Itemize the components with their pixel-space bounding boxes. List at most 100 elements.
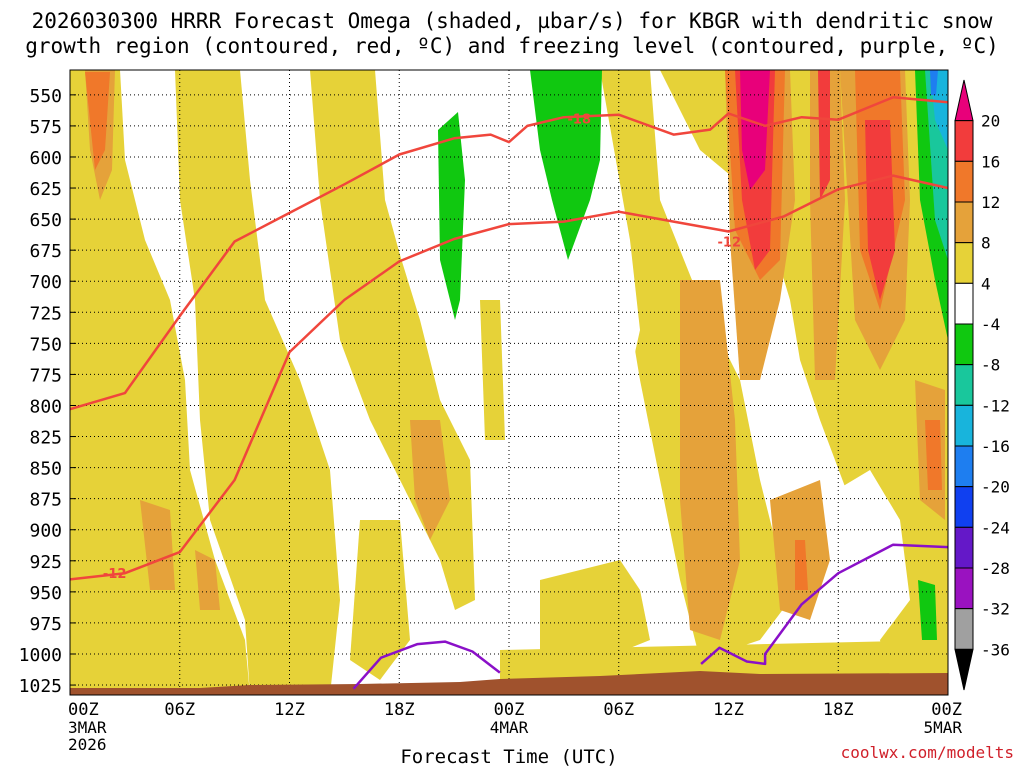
y-tick-label: 925 <box>29 552 62 573</box>
contour-label: -12 <box>103 567 127 582</box>
colorbar-swatch <box>954 160 974 203</box>
omega-yellow-west2 <box>175 70 340 695</box>
y-tick-label: 600 <box>29 148 62 169</box>
omega-shading <box>70 70 948 695</box>
contour-2 <box>352 640 501 690</box>
colorbar-swatch <box>954 79 974 122</box>
omega-orange-7 <box>810 70 845 380</box>
plot-frame <box>69 69 949 696</box>
y-tick-label: 775 <box>29 365 62 386</box>
contour-label: -18 <box>568 112 592 127</box>
y-tick-label: 825 <box>29 428 62 449</box>
x-axis-title: Forecast Time (UTC) <box>400 746 617 768</box>
chart-title-line2: growth region (contoured, red, ºC) and f… <box>25 34 999 58</box>
y-tick-label: 625 <box>29 179 62 200</box>
y-tick-label: 725 <box>29 303 62 324</box>
colorbar-swatch <box>954 486 974 528</box>
omega-yellow-mid2 <box>350 520 410 680</box>
colorbar-swatch <box>954 282 974 325</box>
colorbar-label: -36 <box>981 640 1010 659</box>
omega-red-5 <box>925 420 942 490</box>
colorbar-swatch <box>954 323 974 366</box>
x-tick-label: 12Z <box>713 700 744 720</box>
x-date-label: 5MAR <box>923 718 962 737</box>
omega-white-gap1 <box>500 70 640 560</box>
colorbar-label: -16 <box>981 437 1010 456</box>
gridlines <box>70 70 948 695</box>
contour-label: -12 <box>718 235 742 250</box>
omega-orange-5 <box>680 280 740 640</box>
colorbar-label: -20 <box>981 478 1010 497</box>
omega-red-1 <box>85 72 110 170</box>
colorbar-swatch <box>954 364 974 406</box>
x-tick-label: 06Z <box>603 700 634 720</box>
y-tick-label: 575 <box>29 117 62 138</box>
omega-orange-2 <box>140 500 175 590</box>
x-tick-label: 00Z <box>494 700 525 720</box>
x-tick-label: 06Z <box>164 700 195 720</box>
axes: 550 575 600 625 650 675 700 725 750 775 800 825 850 8… <box>19 86 963 768</box>
colorbar-label: -4 <box>981 315 1000 334</box>
omega-white-gap2 <box>820 470 910 640</box>
credit-text: coolwx.com/modelts <box>840 743 1014 762</box>
contour-3 <box>700 543 948 666</box>
x-date-label: 4MAR <box>490 718 529 737</box>
colorbar-swatch <box>954 404 974 447</box>
y-tick-label: 700 <box>29 272 62 293</box>
y-tick-label: 975 <box>29 614 62 635</box>
colorbar-label: 4 <box>981 274 991 293</box>
y-tick-label: 675 <box>29 241 62 262</box>
y-tick-label: 1025 <box>19 676 62 697</box>
omega-blue-1 <box>930 70 938 95</box>
x-date-label: 2026 <box>68 735 107 754</box>
y-tick-label: 650 <box>29 210 62 231</box>
colorbar-label: -32 <box>981 600 1010 619</box>
x-tick-label: 18Z <box>384 700 415 720</box>
y-tick-label: 750 <box>29 334 62 355</box>
colorbar: 20 16 12 8 4 -4 -8 -12 -16 -20 -24 -28 -32 -36 <box>954 79 1010 691</box>
x-tick-label: 00Z <box>68 700 99 720</box>
x-date-label: 3MAR <box>68 718 107 737</box>
colorbar-label: 16 <box>981 152 1000 171</box>
contour-lines: -12 -12 -18 <box>70 96 948 690</box>
y-tick-label: 1000 <box>19 645 62 666</box>
colorbar-swatch <box>954 567 974 610</box>
omega-green-1 <box>438 112 465 320</box>
chart-title-line1: 2026030300 HRRR Forecast Omega (shaded, … <box>31 9 993 33</box>
omega-yellow-east <box>540 560 650 660</box>
omega-yellow-west <box>70 70 250 695</box>
colorbar-swatch <box>954 608 974 650</box>
y-tick-label: 800 <box>29 396 62 417</box>
colorbar-swatch <box>954 526 974 569</box>
omega-red-core3 <box>818 70 830 200</box>
omega-red-4 <box>795 540 808 590</box>
y-tick-label: 875 <box>29 490 62 511</box>
x-tick-label: 12Z <box>274 700 305 720</box>
omega-orange-4 <box>410 420 450 540</box>
colorbar-label: -8 <box>981 356 1000 375</box>
colorbar-label: 12 <box>981 193 1000 212</box>
y-tick-label: 550 <box>29 86 62 107</box>
x-tick-label: 00Z <box>931 700 962 720</box>
y-tick-label: 950 <box>29 583 62 604</box>
y-tick-label: 850 <box>29 459 62 480</box>
colorbar-label: -12 <box>981 396 1010 415</box>
contour-0 <box>70 96 948 411</box>
y-tick-label: 900 <box>29 521 62 542</box>
colorbar-swatch <box>954 201 974 244</box>
omega-magenta-core <box>740 70 770 190</box>
contour-1 <box>70 174 948 581</box>
colorbar-swatch <box>954 120 974 162</box>
colorbar-swatch <box>954 445 974 488</box>
colorbar-swatch <box>954 242 974 284</box>
colorbar-label: -28 <box>981 559 1010 578</box>
plot-area: -12 -12 -18 <box>70 70 948 695</box>
x-tick-label: 18Z <box>823 700 854 720</box>
colorbar-label: 8 <box>981 234 991 253</box>
colorbar-swatch <box>954 648 974 691</box>
colorbar-label: 20 <box>981 112 1000 131</box>
omega-red-core2 <box>865 120 895 300</box>
colorbar-label: -24 <box>981 518 1010 537</box>
ground-terrain <box>70 671 948 695</box>
